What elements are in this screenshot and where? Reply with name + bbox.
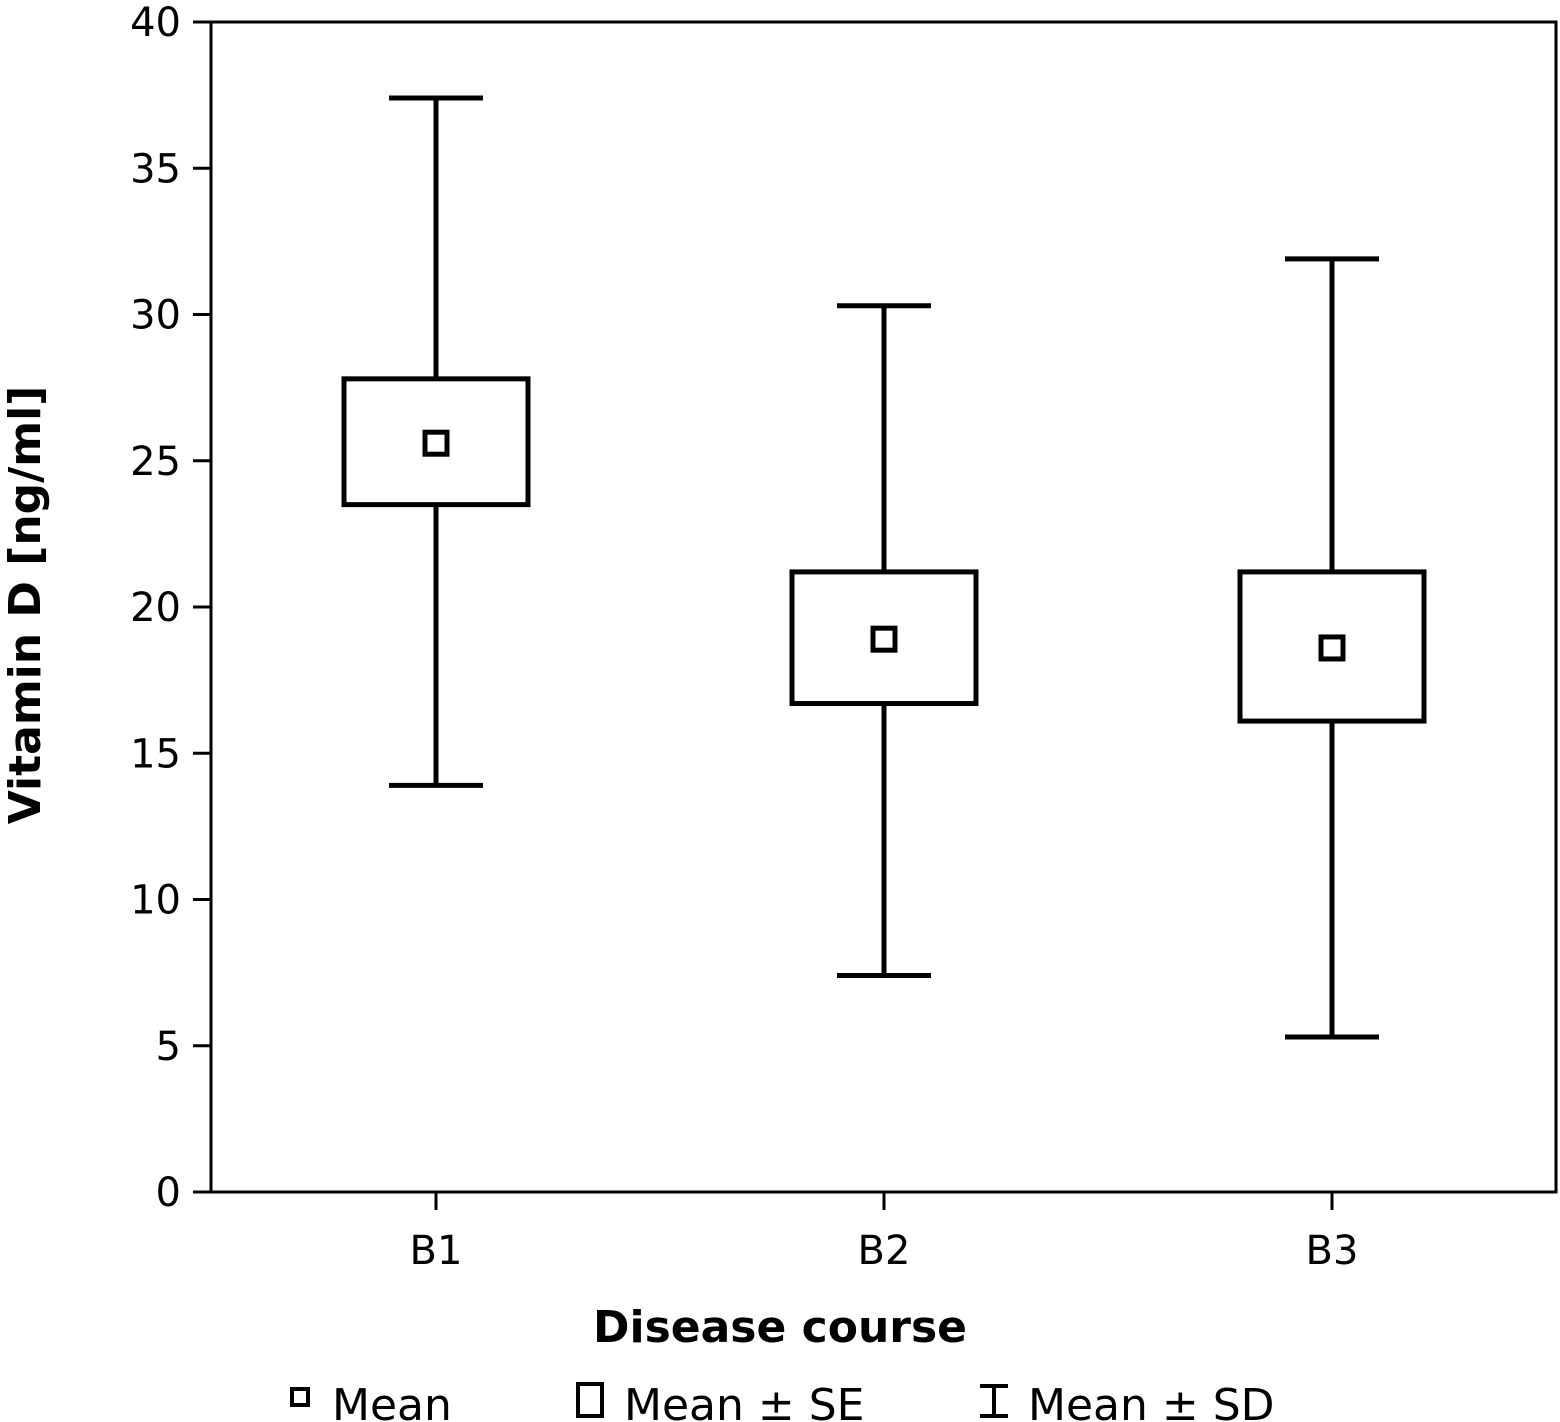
x-axis: B1 B2 B3 (410, 1192, 1359, 1274)
x-axis-title: Disease course (593, 1302, 967, 1353)
legend: Mean Mean ± SE Mean ± SD (290, 1380, 1275, 1422)
y-tick-label: 0 (156, 1170, 181, 1216)
x-tick-label: B1 (410, 1228, 463, 1274)
legend-label: Mean ± SD (1028, 1380, 1275, 1422)
y-axis-title: Vitamin D [ng/ml] (0, 386, 51, 825)
legend-mean-marker (290, 1387, 310, 1407)
x-tick-label: B2 (858, 1228, 911, 1274)
legend-label: Mean (332, 1380, 452, 1422)
y-tick-label: 5 (156, 1024, 181, 1070)
y-tick-label: 40 (130, 0, 181, 46)
box-marks (341, 95, 1427, 1040)
legend-item-sd-whisker: Mean ± SD (980, 1380, 1275, 1422)
y-tick-label: 20 (130, 585, 181, 631)
y-tick-label: 35 (130, 146, 181, 192)
y-axis: 0 5 10 15 20 25 30 35 40 (130, 0, 211, 1216)
box-b3 (1237, 256, 1427, 1040)
legend-item-mean-marker: Mean (290, 1380, 452, 1422)
y-tick-label: 25 (130, 439, 181, 485)
box-b2 (789, 303, 979, 979)
x-tick-label: B3 (1306, 1228, 1359, 1274)
y-tick-label: 15 (130, 731, 181, 777)
y-tick-label: 30 (130, 293, 181, 339)
box-b1 (341, 95, 531, 788)
y-tick-label: 10 (130, 878, 181, 924)
legend-se-box (576, 1382, 604, 1418)
legend-item-se-box: Mean ± SE (576, 1380, 864, 1422)
mean-marker (1318, 634, 1346, 662)
legend-label: Mean ± SE (624, 1380, 864, 1422)
mean-marker (422, 429, 450, 457)
mean-marker (870, 625, 898, 653)
